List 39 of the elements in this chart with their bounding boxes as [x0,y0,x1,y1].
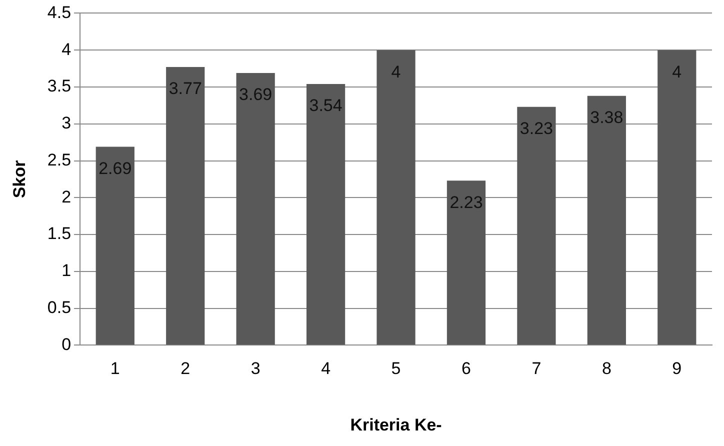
x-tick-label: 7 [532,359,542,378]
bar [376,50,416,345]
x-tick-label: 4 [321,359,331,378]
x-tick-label: 9 [672,359,682,378]
data-label: 3.77 [168,79,202,98]
data-label: 2.23 [450,192,483,212]
x-tick-label: 5 [391,359,401,378]
x-tick-label: 1 [110,359,120,378]
x-tick-label: 6 [462,359,471,378]
bar [587,96,626,345]
y-tick-label: 3.5 [47,76,72,96]
bar [306,84,346,345]
data-label: 2.69 [98,158,132,178]
y-tick-label: 0 [62,334,72,354]
bar [236,72,275,345]
data-label: 4 [391,62,401,82]
x-axis-title: Kriteria Ke- [350,415,442,434]
x-tick-label: 8 [602,359,612,378]
y-tick-label: 1.5 [47,224,72,244]
y-tick-label: 2.5 [47,150,72,170]
bar [96,146,134,345]
x-tick-label: 3 [250,359,260,378]
bar [446,180,486,345]
data-label: 4 [672,62,682,82]
data-label: 3.69 [239,85,272,104]
y-axis-title: Skor [10,160,29,198]
bar [166,67,205,345]
y-tick-label: 0.5 [47,298,72,317]
x-tick-label: 2 [180,359,190,378]
data-label: 3.38 [590,108,624,128]
data-label: 3.23 [520,119,553,138]
data-label: 3.54 [309,96,342,116]
y-tick-label: 2 [62,187,72,206]
bar [658,50,696,345]
y-tick-label: 4 [62,40,72,59]
y-tick-label: 4.5 [47,2,72,22]
y-tick-label: 1 [62,261,72,280]
bar [517,106,556,345]
y-tick-label: 3 [62,114,72,133]
